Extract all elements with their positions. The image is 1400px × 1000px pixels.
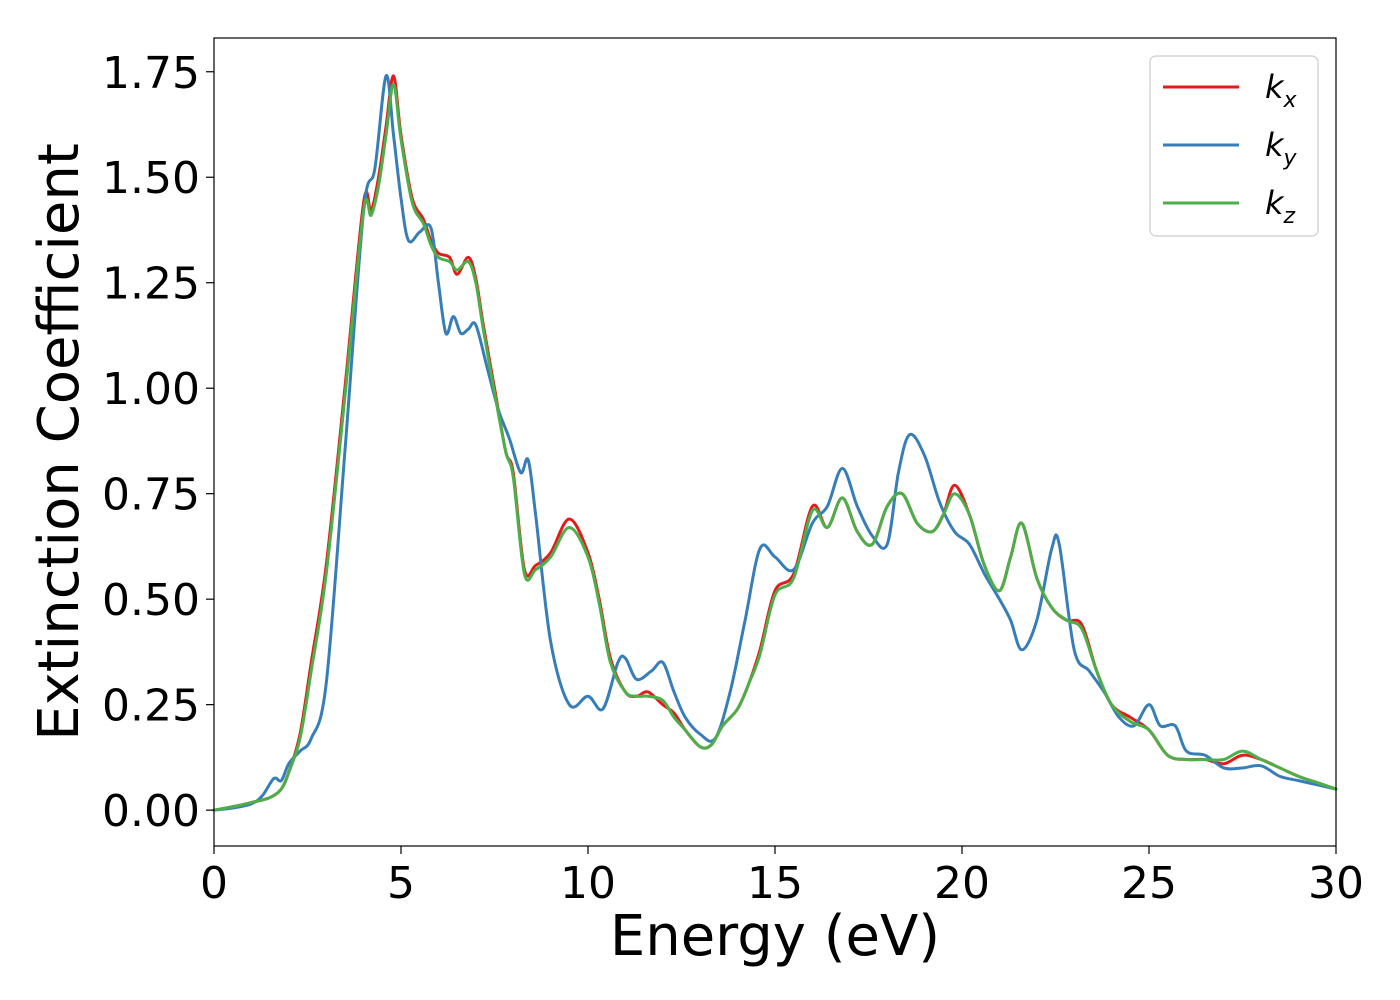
x-tick-label: 10 [560,858,616,909]
y-tick-label: 1.25 [102,259,200,310]
x-tick-label: 30 [1308,858,1364,909]
legend-label-subscript: z [1283,204,1296,229]
legend-label: kx [1265,68,1298,113]
x-tick-label: 15 [747,858,803,909]
y-tick-label: 0.75 [102,470,200,521]
series-layer [212,74,1338,812]
y-tick-label: 0.00 [102,786,200,837]
y-axis-ticks: 0.00 0.25 0.50 0.75 1.00 1.25 1.50 1.75 [102,48,214,837]
legend-item-ky: ky [1163,126,1298,171]
x-axis-ticks: 0 5 10 15 20 25 30 [200,846,1364,909]
legend-label-base: k [1265,184,1285,222]
legend-label-base: k [1265,68,1285,106]
legend-label: kz [1265,184,1296,229]
legend-item-kx: kx [1163,68,1298,113]
x-tick-label: 20 [934,858,990,909]
legend-label-base: k [1265,126,1285,164]
legend-label-subscript: x [1283,88,1298,113]
x-tick-label: 0 [200,858,228,909]
y-tick-label: 0.50 [102,575,200,626]
legend-item-kz: kz [1163,184,1296,229]
y-tick-label: 1.75 [102,48,200,99]
x-tick-label: 25 [1121,858,1177,909]
y-tick-label: 1.50 [102,153,200,204]
series-line-kz [212,82,1338,812]
plot-area [214,38,1336,846]
x-axis-title: Energy (eV) [610,904,940,969]
legend-label: ky [1265,126,1298,171]
y-axis-title: Extinction Coefficient [27,143,92,741]
y-tick-label: 1.00 [102,364,200,415]
legend-label-subscript: y [1283,146,1298,171]
x-tick-label: 5 [387,858,415,909]
y-tick-label: 0.25 [102,681,200,732]
series-line-ky [212,74,1338,812]
